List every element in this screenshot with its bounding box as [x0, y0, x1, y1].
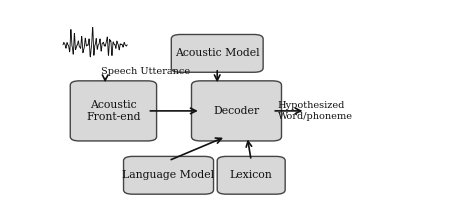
Text: Speech Utterance: Speech Utterance [101, 67, 191, 76]
FancyBboxPatch shape [171, 35, 263, 72]
Text: Acoustic Model: Acoustic Model [175, 48, 260, 58]
Text: Lexicon: Lexicon [230, 170, 273, 180]
FancyBboxPatch shape [124, 156, 213, 194]
Text: Hypothesized
Word/phoneme: Hypothesized Word/phoneme [278, 101, 353, 121]
FancyBboxPatch shape [217, 156, 285, 194]
Text: Decoder: Decoder [213, 106, 260, 116]
Text: Language Model: Language Model [122, 170, 215, 180]
FancyBboxPatch shape [70, 81, 156, 141]
Text: Acoustic
Front-end: Acoustic Front-end [86, 100, 141, 122]
FancyBboxPatch shape [191, 81, 282, 141]
